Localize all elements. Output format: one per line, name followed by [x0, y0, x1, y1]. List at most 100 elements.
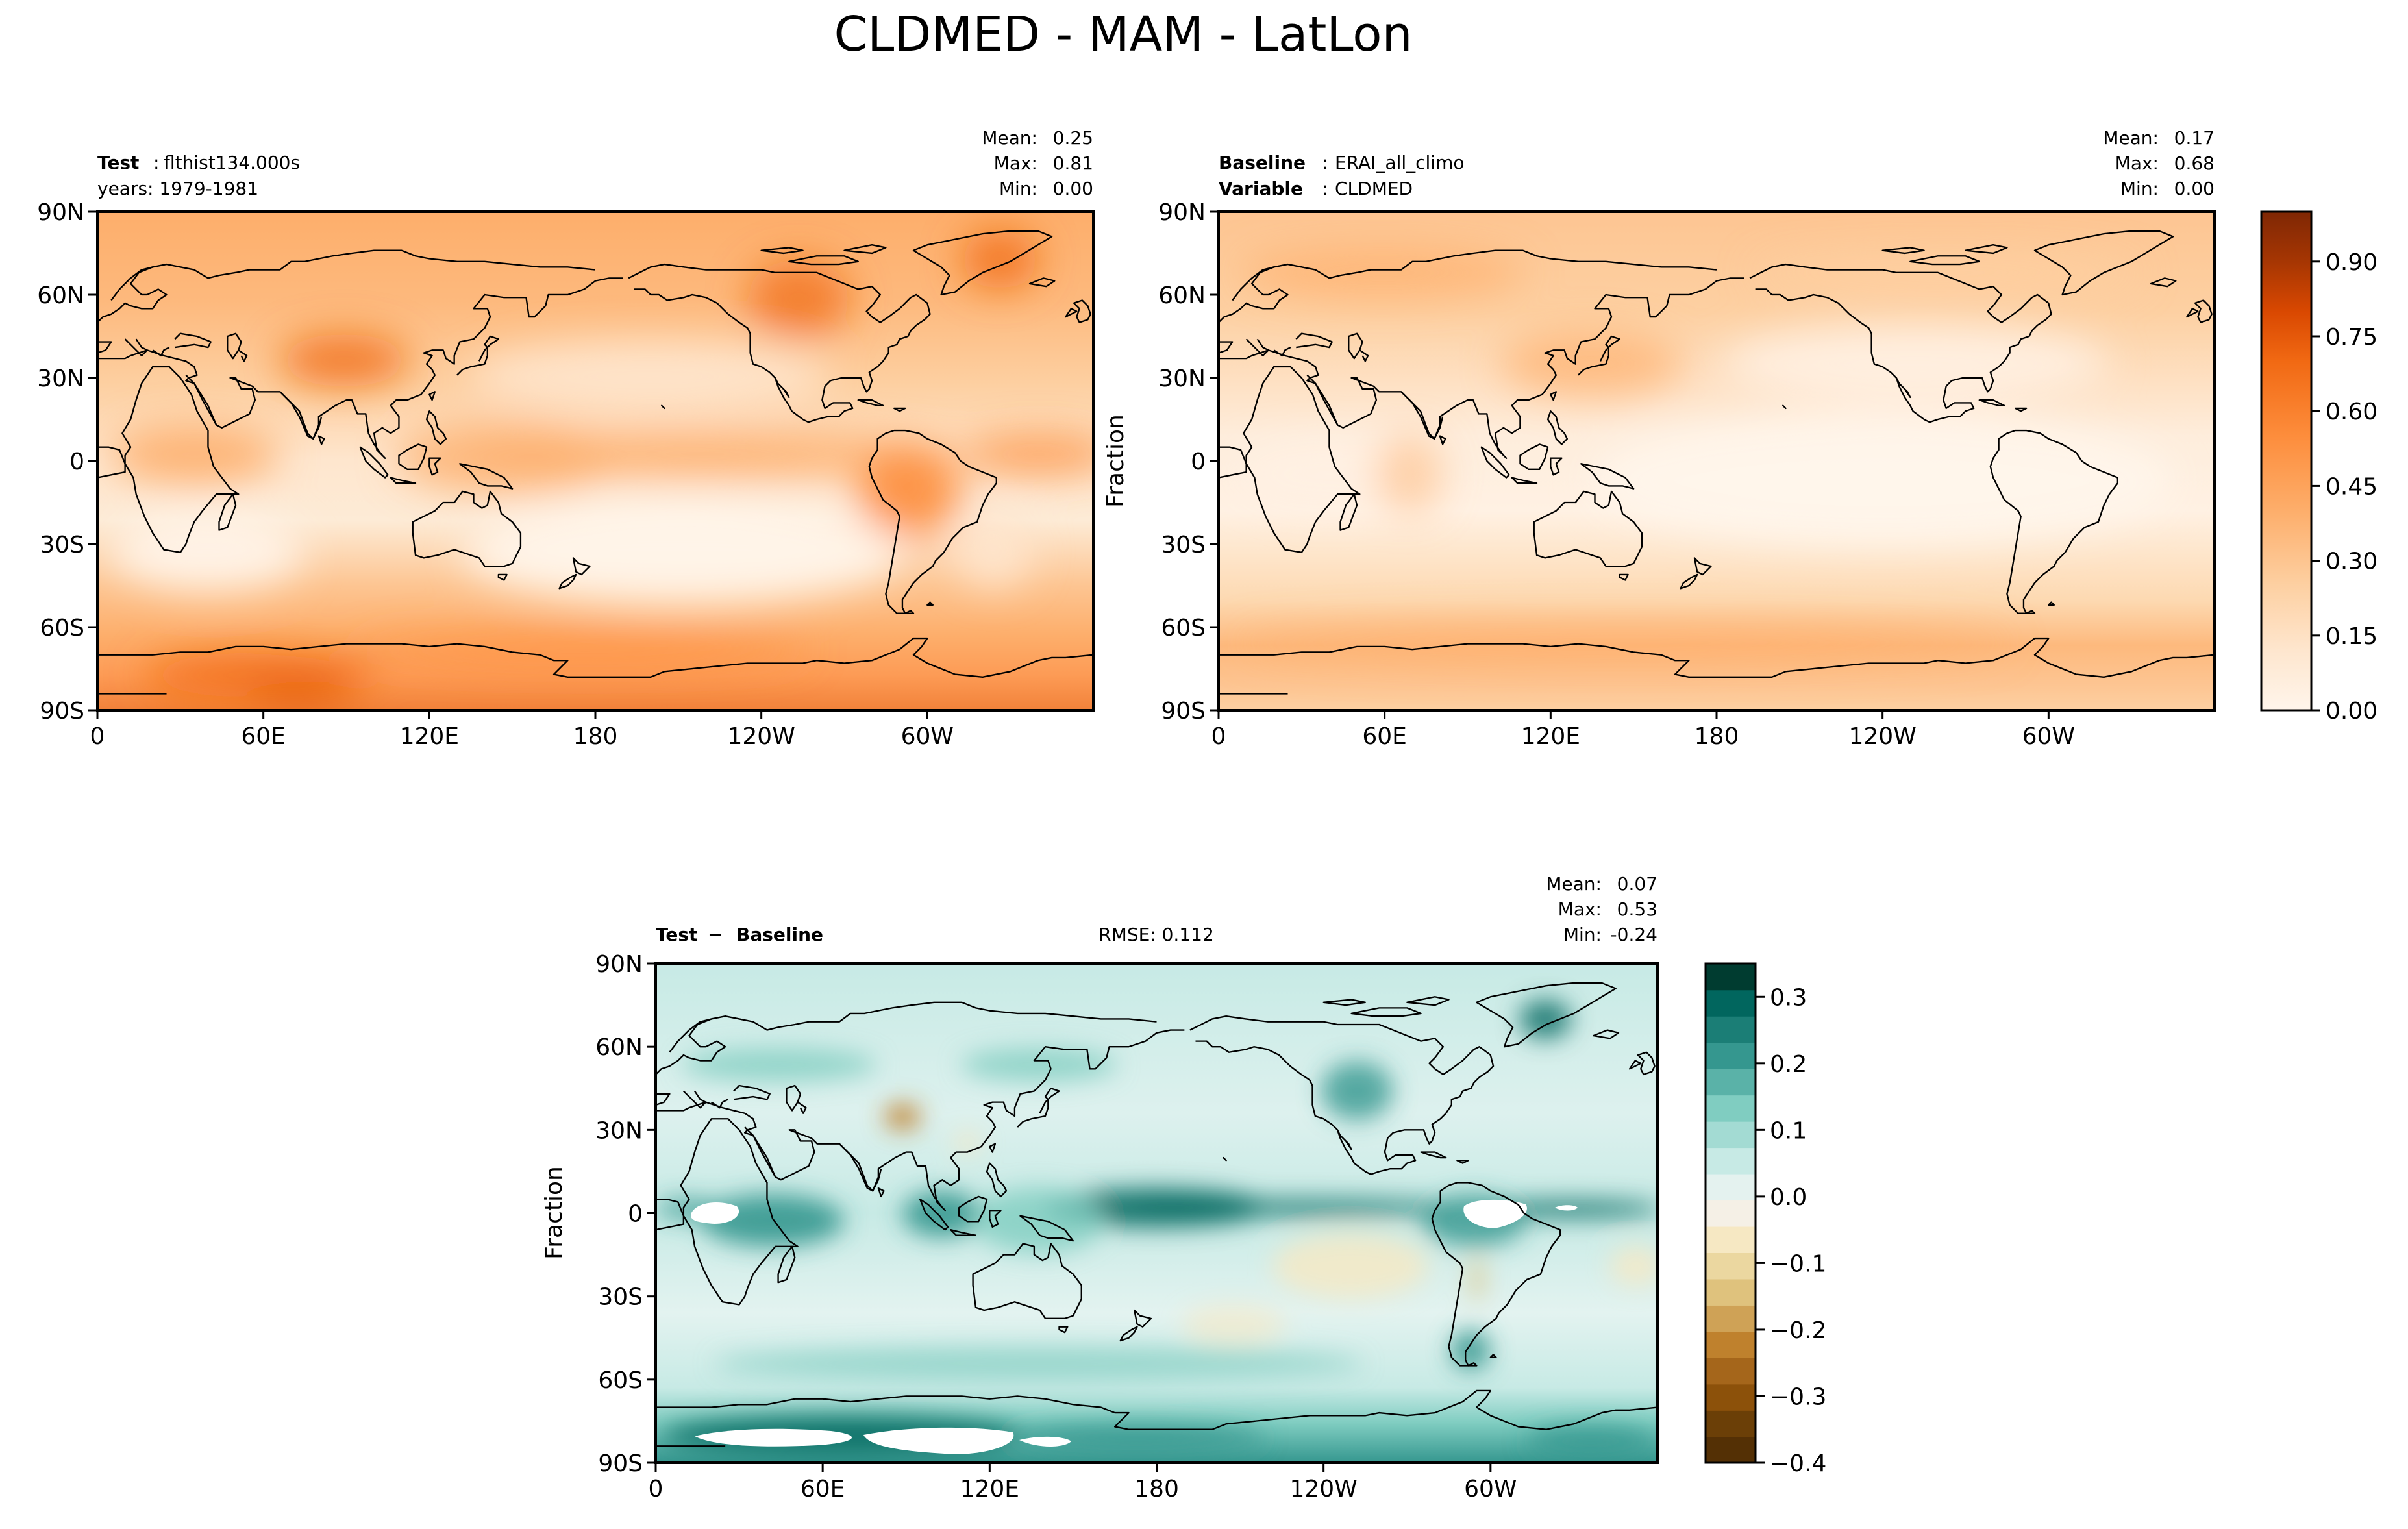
difference-ytick-label: 90N — [595, 951, 643, 978]
difference-xtick-label: 60E — [801, 1476, 845, 1502]
diff-mean-value: 0.07 — [1617, 873, 1657, 895]
brbg-colorbar-label: 0.0 — [1770, 1184, 1807, 1211]
test-max-value: 0.81 — [1053, 153, 1093, 174]
test-xtick-label: 180 — [573, 723, 618, 750]
baseline-xtick-label: 120W — [1849, 723, 1917, 750]
brbg-colorbar-band — [1706, 1042, 1756, 1069]
brbg-colorbar-label: 0.3 — [1770, 984, 1807, 1011]
baseline-max-label: Max: — [2115, 153, 2159, 174]
baseline-xtick-label: 180 — [1694, 723, 1739, 750]
brbg-colorbar-band — [1706, 1173, 1756, 1201]
baseline-ytick-label: 0 — [1191, 449, 1206, 475]
diff-label-test: Test — [656, 924, 697, 945]
difference-axes: 0 60E 120E 180 120W 60W 90N 60N 30N 0 30S 60S 90S — [595, 951, 1517, 1502]
difference-xtick-label: 180 — [1134, 1476, 1179, 1502]
difference-ytick-label: 60N — [595, 1034, 643, 1061]
baseline-ytick-label: 90N — [1158, 199, 1206, 226]
diff-max-value: 0.53 — [1617, 899, 1657, 920]
baseline-variable-bold: Variable — [1219, 178, 1303, 199]
test-xtick-label: 120E — [400, 723, 459, 750]
baseline-axes: 0 60E 120E 180 120W 60W 90N 60N 30N 0 30S 60S 90S — [1158, 199, 2075, 750]
test-subtitle: years: 1979-1981 — [97, 178, 258, 199]
difference-ytick-label: 90S — [598, 1450, 643, 1477]
orange-colorbar-label: 0.00 — [2326, 698, 2377, 725]
difference-ytick-label: 60S — [598, 1367, 643, 1394]
baseline-min-label: Min: — [2120, 178, 2159, 199]
brbg-colorbar-band — [1706, 1015, 1756, 1043]
brbg-colorbar-label: −0.2 — [1770, 1317, 1826, 1344]
baseline-ytick-label: 60N — [1158, 282, 1206, 309]
test-label-value: flthist134.000s — [164, 152, 300, 173]
test-ytick-label: 60S — [40, 615, 84, 641]
test-ytick-label: 60N — [37, 282, 84, 309]
panel-difference: Test − Baseline RMSE: 0.112 Mean: 0.07 M… — [541, 873, 1659, 1502]
brbg-colorbar-band — [1706, 1068, 1756, 1096]
test-ytick-label: 90N — [37, 199, 84, 226]
brbg-colorbar-band — [1706, 1121, 1756, 1149]
diff-label-base: Baseline — [736, 924, 823, 945]
diff-label-sep: − — [708, 924, 723, 945]
test-xtick-label: 60W — [901, 723, 954, 750]
panel-test: Test : flthist134.000s years: 1979-1981 … — [37, 127, 1095, 750]
brbg-colorbar-band — [1706, 1436, 1756, 1463]
difference-ytick-label: 30N — [595, 1117, 643, 1144]
orange-colorbar-label: 0.45 — [2326, 473, 2377, 500]
brbg-colorbar-band — [1706, 1252, 1756, 1280]
diff-min-value: -0.24 — [1611, 924, 1657, 945]
brbg-colorbar-label: −0.4 — [1770, 1450, 1826, 1477]
diff-ylabel: Fraction — [541, 1166, 567, 1260]
baseline-ytick-label: 90S — [1161, 698, 1206, 725]
brbg-colorbar-band — [1706, 1226, 1756, 1254]
test-ytick-label: 90S — [40, 698, 84, 725]
baseline-mean-value: 0.17 — [2174, 127, 2215, 149]
test-mean-value: 0.25 — [1053, 127, 1093, 149]
baseline-ylabel: Fraction — [1102, 414, 1129, 508]
difference-xtick-label: 120E — [960, 1476, 1019, 1502]
diff-min-label: Min: — [1563, 924, 1602, 945]
svg-text::: : — [153, 152, 159, 173]
diff-max-label: Max: — [1558, 899, 1602, 920]
test-label-bold: Test — [97, 152, 139, 173]
brbg-colorbar-band — [1706, 1410, 1756, 1437]
test-ytick-label: 30N — [37, 366, 84, 392]
baseline-label-value: ERAI_all_climo — [1335, 152, 1465, 173]
test-xtick-label: 0 — [90, 723, 105, 750]
brbg-colorbar-band — [1706, 1200, 1756, 1227]
test-min-value: 0.00 — [1053, 178, 1093, 199]
diff-rmse: RMSE: 0.112 — [1098, 924, 1214, 945]
baseline-xtick-label: 60E — [1362, 723, 1407, 750]
brbg-colorbar: 0.3 0.2 0.1 0.0 −0.1 −0.2 −0.3 −0.4 — [1704, 962, 1826, 1477]
figure-title: CLDMED - MAM - LatLon — [834, 6, 1413, 62]
brbg-colorbar-band — [1706, 1147, 1756, 1175]
brbg-colorbar-band — [1706, 1095, 1756, 1122]
test-ytick-label: 30S — [40, 532, 84, 558]
orange-colorbar-label: 0.90 — [2326, 249, 2377, 276]
orange-colorbar-label: 0.75 — [2326, 324, 2377, 351]
panel-baseline: Baseline : ERAI_all_climo Variable : CLD… — [1102, 127, 2216, 750]
brbg-colorbar-band — [1706, 1358, 1756, 1385]
brbg-colorbar-band — [1706, 1305, 1756, 1332]
brbg-colorbar-band — [1706, 1278, 1756, 1306]
baseline-xtick-label: 0 — [1211, 723, 1226, 750]
baseline-ytick-label: 60S — [1161, 615, 1206, 641]
baseline-min-value: 0.00 — [2174, 178, 2215, 199]
baseline-xtick-label: 60W — [2022, 723, 2075, 750]
baseline-ytick-label: 30S — [1161, 532, 1206, 558]
test-axes: 0 60E 120E 180 120W 60W 90N 60N 30N 0 30S 60S 90S — [37, 199, 954, 750]
difference-ytick-label: 30S — [598, 1284, 643, 1311]
test-max-label: Max: — [994, 153, 1037, 174]
svg-text::: : — [1322, 178, 1328, 199]
brbg-colorbar-band — [1706, 989, 1756, 1017]
baseline-ytick-label: 30N — [1158, 366, 1206, 392]
baseline-mean-label: Mean: — [2103, 127, 2159, 149]
brbg-colorbar-label: −0.3 — [1770, 1384, 1826, 1410]
orange-colorbar-label: 0.60 — [2326, 399, 2377, 425]
baseline-max-value: 0.68 — [2174, 153, 2215, 174]
brbg-colorbar-label: 0.2 — [1770, 1051, 1807, 1078]
brbg-colorbar-band — [1706, 1384, 1756, 1411]
test-min-label: Min: — [999, 178, 1037, 199]
diff-mean-label: Mean: — [1546, 873, 1602, 895]
difference-xtick-label: 0 — [649, 1476, 664, 1502]
difference-ytick-label: 0 — [628, 1201, 643, 1228]
